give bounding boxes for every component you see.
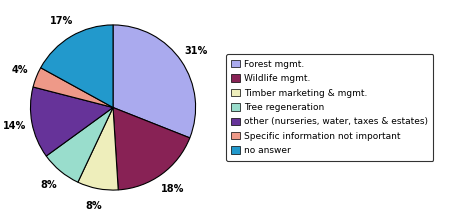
Wedge shape	[113, 25, 195, 138]
Text: 14%: 14%	[2, 121, 26, 131]
Text: 8%: 8%	[86, 201, 103, 211]
Wedge shape	[78, 108, 118, 190]
Text: 4%: 4%	[11, 65, 28, 75]
Text: 31%: 31%	[185, 46, 208, 56]
Wedge shape	[31, 87, 113, 156]
Text: 18%: 18%	[161, 184, 184, 194]
Wedge shape	[46, 108, 113, 182]
Wedge shape	[41, 25, 113, 108]
Wedge shape	[33, 68, 113, 108]
Legend: Forest mgmt., Wildlife mgmt., Timber marketing & mgmt., Tree regeneration, other: Forest mgmt., Wildlife mgmt., Timber mar…	[226, 54, 433, 161]
Wedge shape	[113, 108, 190, 190]
Text: 8%: 8%	[41, 180, 57, 190]
Text: 17%: 17%	[50, 16, 73, 26]
